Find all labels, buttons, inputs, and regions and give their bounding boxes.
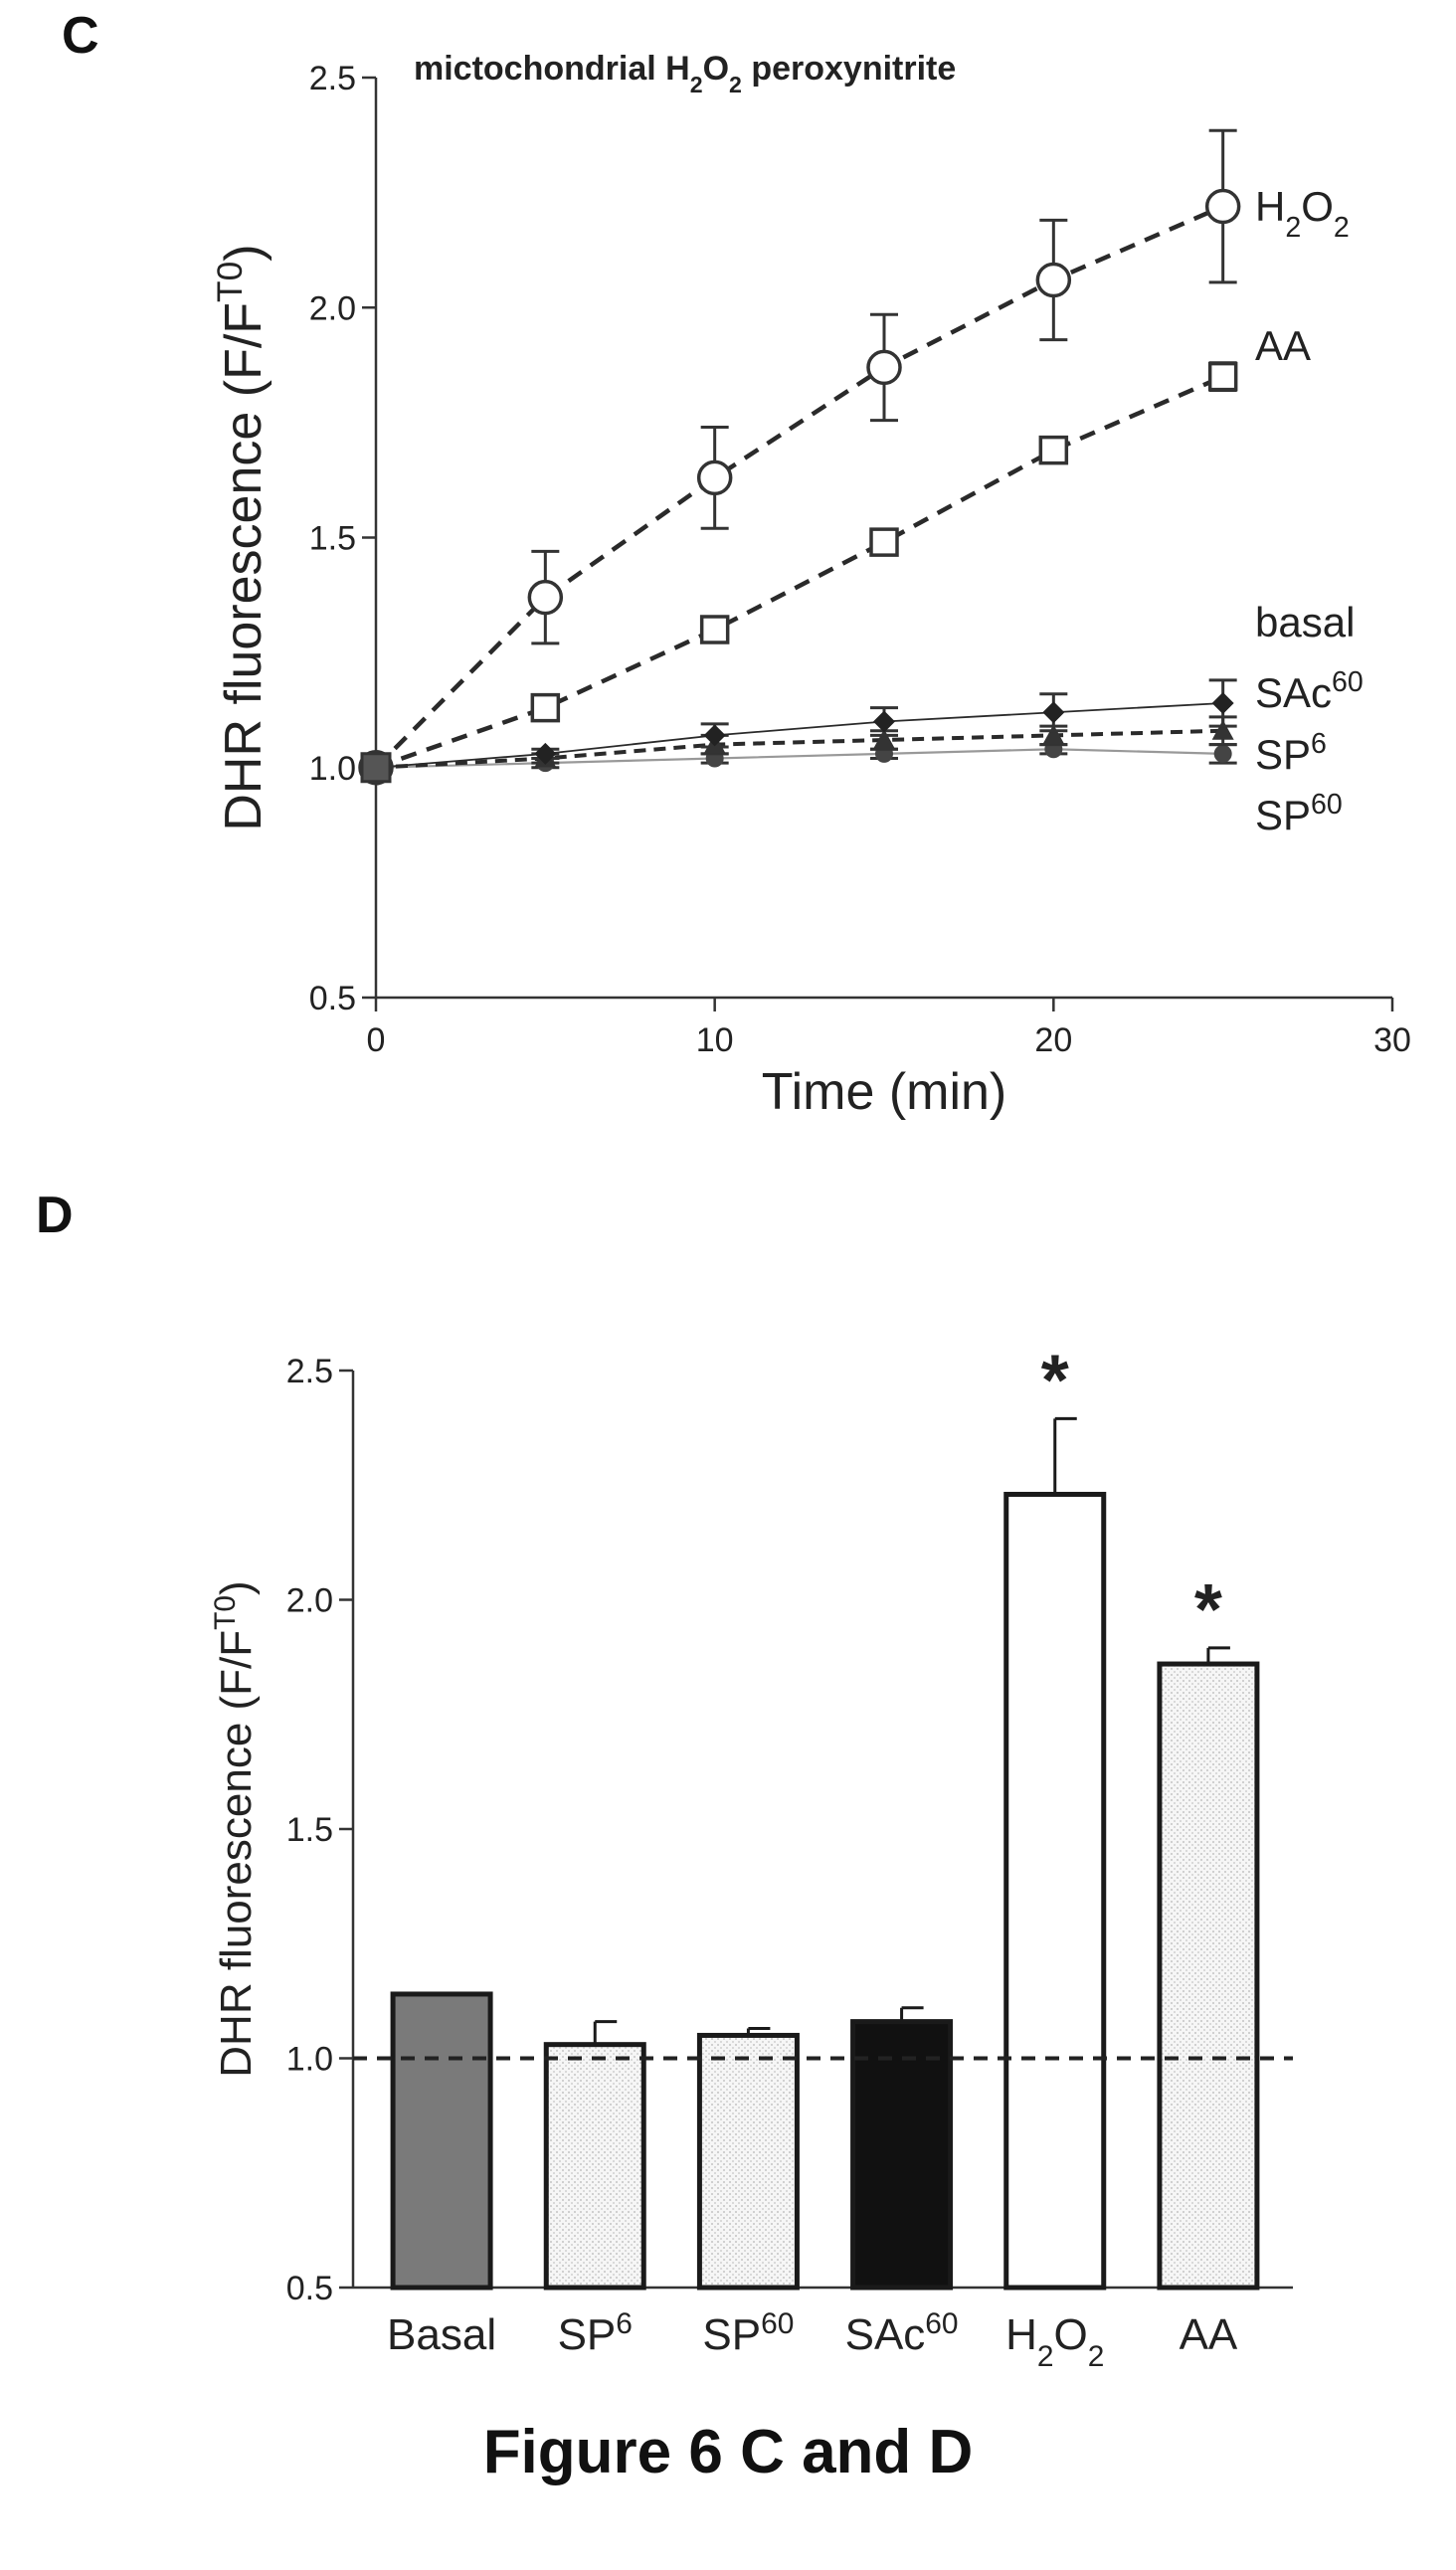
point-aa — [1207, 361, 1238, 392]
point-start-overlap — [360, 752, 392, 784]
y-tick-label-c: 1.5 — [309, 520, 356, 558]
series-line-sp6 — [375, 728, 1223, 770]
series-label-sac60: SAc60 — [1255, 666, 1364, 716]
error-bar-sp60 — [746, 2027, 771, 2036]
point-aa — [1038, 435, 1069, 465]
x-tick-label-c: 10 — [696, 1021, 734, 1059]
panel-c-letter: C — [62, 7, 99, 65]
bar-sac60 — [850, 2019, 954, 2291]
point-sp6 — [873, 729, 895, 749]
series-label-basal: basal — [1255, 599, 1355, 645]
point-sp6 — [1042, 724, 1065, 745]
error-bar-h2o2 — [1053, 1416, 1077, 1495]
y-axis-label-d: DHR fluorescence (F/FT0) — [209, 1580, 262, 2077]
x-tick-label-d: SP6 — [558, 2307, 633, 2360]
x-tick-label-d: SAc60 — [845, 2307, 959, 2360]
x-tick-label-d: AA — [1180, 2310, 1238, 2359]
series-label-aa: AA — [1255, 322, 1311, 369]
y-tick-label-d: 1.0 — [286, 2041, 333, 2079]
y-tick-label-d: 2.0 — [286, 1582, 333, 1620]
point-aa — [699, 615, 730, 644]
series-line-aa — [375, 374, 1224, 770]
x-tick-label-d: SP60 — [702, 2307, 794, 2360]
point-sac60 — [873, 710, 895, 733]
line-chart-panel-c: 0.5 1.0 1.5 2.0 2.5 0 10 20 30 Time (min) DHR fluo… — [211, 50, 1411, 1121]
point-h2o2 — [1035, 262, 1072, 298]
point-h2o2 — [527, 579, 564, 616]
point-h2o2 — [1204, 188, 1241, 225]
point-h2o2 — [866, 349, 902, 386]
series-line-sp60 — [375, 748, 1223, 769]
error-bar-aa — [1206, 1646, 1230, 1665]
error-bar-sac60 — [900, 2006, 924, 2022]
point-sp60 — [1213, 744, 1232, 763]
point-sac60 — [1042, 701, 1065, 724]
point-h2o2 — [696, 459, 733, 496]
series-line-sac60 — [375, 702, 1223, 769]
series-label-sp6: SP6 — [1255, 728, 1327, 778]
x-axis-label-c: Time (min) — [762, 1063, 1007, 1121]
y-tick-label-c: 2.5 — [309, 60, 356, 97]
chart-title-c: mictochondrial H2O2 peroxynitrite — [414, 50, 956, 97]
y-tick-label-d: 2.5 — [286, 1353, 333, 1390]
significance-marker: * — [1194, 1570, 1222, 1650]
y-axis-label-c: DHR fluorescence (F/FT0) — [211, 244, 273, 830]
x-tick-label-c: 20 — [1034, 1021, 1072, 1059]
point-aa — [530, 692, 561, 723]
point-sac60 — [1211, 692, 1234, 714]
bar-h2o2 — [1003, 1491, 1107, 2291]
point-sp6 — [1211, 719, 1234, 740]
x-tick-label-c: 0 — [367, 1021, 386, 1059]
y-tick-label-c: 0.5 — [309, 980, 356, 1017]
y-tick-label-d: 1.5 — [286, 1811, 333, 1849]
bar-sp60 — [696, 2032, 800, 2291]
point-aa — [869, 527, 899, 557]
x-tick-label-d: H2O2 — [1005, 2310, 1104, 2373]
y-tick-label-d: 0.5 — [286, 2270, 333, 2307]
panel-d-letter: D — [36, 1187, 74, 1244]
bar-sp6 — [543, 2042, 646, 2291]
y-tick-label-c: 2.0 — [309, 289, 356, 327]
bar-chart-panel-d: 0.5 1.0 1.5 2.0 2.5 DHR fluorescence (F/FT0) B… — [209, 1341, 1293, 2373]
x-tick-label-d: Basal — [387, 2310, 496, 2359]
series-label-h2o2: H2O2 — [1255, 183, 1350, 244]
bar-basal — [390, 1991, 493, 2291]
figure-caption: Figure 6 C and D — [482, 2418, 974, 2486]
error-bar-sp6 — [593, 2020, 618, 2045]
bar-aa — [1157, 1661, 1260, 2291]
significance-marker: * — [1041, 1341, 1069, 1420]
y-tick-label-c: 1.0 — [309, 750, 356, 788]
point-sac60 — [534, 742, 557, 765]
point-sac60 — [703, 724, 726, 747]
x-tick-label-c: 30 — [1373, 1021, 1411, 1059]
series-label-sp60: SP60 — [1255, 789, 1343, 838]
series-line-h2o2 — [374, 204, 1224, 770]
